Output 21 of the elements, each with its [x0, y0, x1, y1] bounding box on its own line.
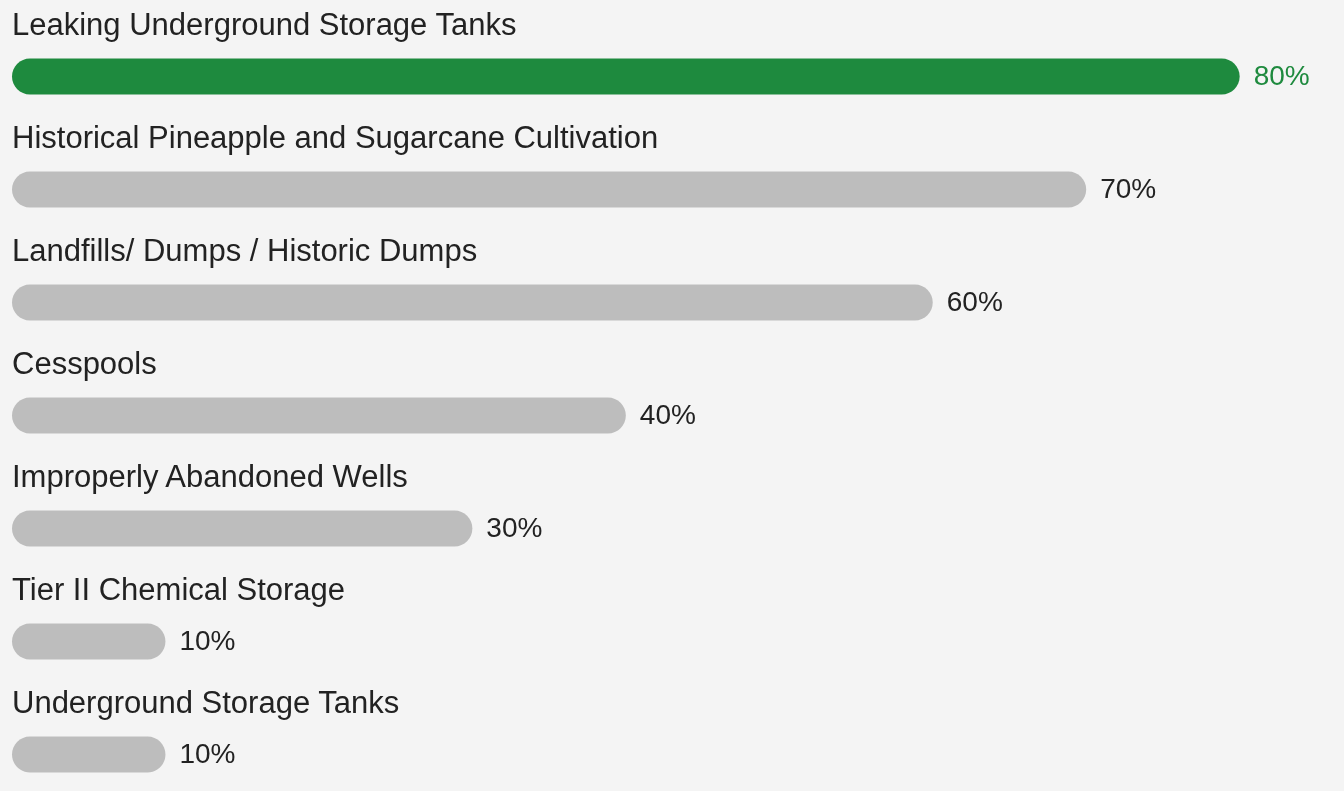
- data-label: 70%: [1100, 172, 1157, 204]
- data-label: 30%: [486, 511, 543, 543]
- bar: [12, 510, 473, 547]
- bar: [12, 623, 166, 660]
- bar: [12, 397, 626, 434]
- bar: [12, 58, 1240, 95]
- y-tick-label: Improperly Abandoned Wells: [12, 458, 408, 494]
- bar: [12, 171, 1087, 208]
- y-tick-label: Underground Storage Tanks: [12, 684, 400, 720]
- y-tick-label: Historical Pineapple and Sugarcane Cultivation: [12, 119, 659, 155]
- bar: [12, 284, 933, 321]
- data-label: 40%: [639, 398, 696, 430]
- y-tick-label: Tier II Chemical Storage: [12, 571, 346, 607]
- data-label: 60%: [946, 285, 1003, 317]
- data-label: 10%: [179, 624, 236, 656]
- data-label: 10%: [179, 737, 236, 769]
- data-label: 80%: [1253, 59, 1310, 91]
- y-tick-label: Leaking Underground Storage Tanks: [12, 6, 517, 42]
- bar: [12, 736, 166, 773]
- y-tick-label: Landfills/ Dumps / Historic Dumps: [12, 232, 478, 268]
- y-tick-label: Cesspools: [12, 345, 157, 381]
